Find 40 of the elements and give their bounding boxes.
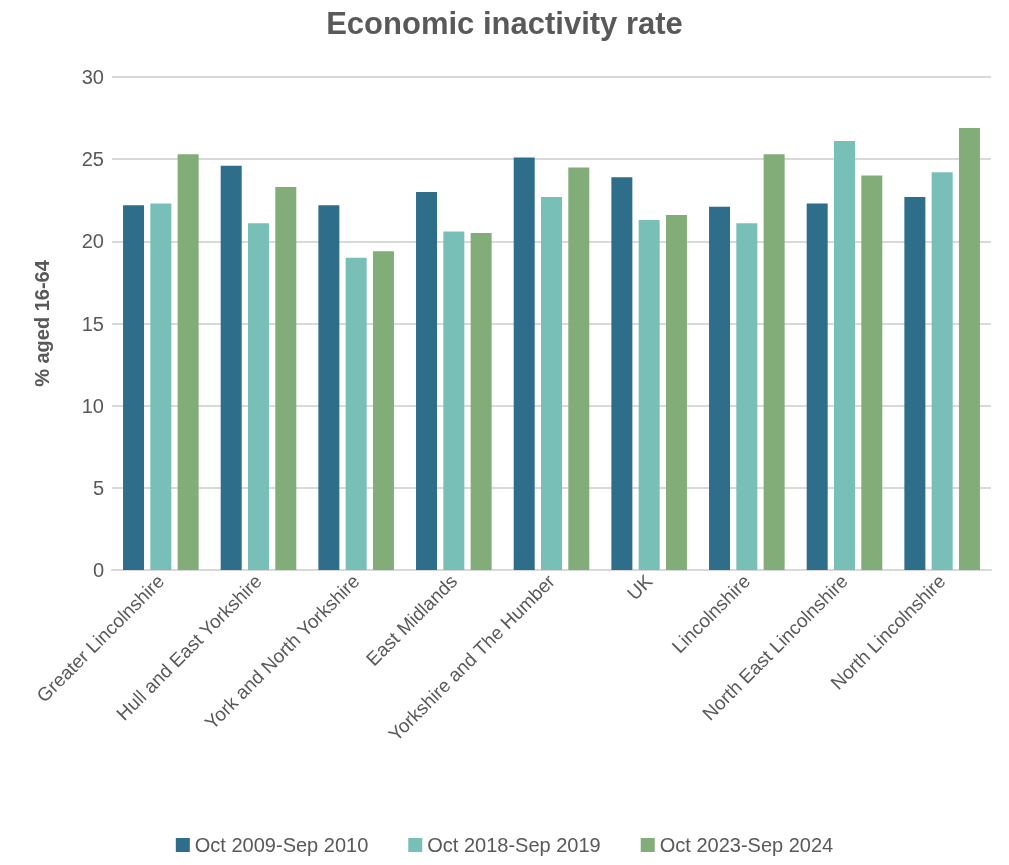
y-tick-label: 15 bbox=[81, 312, 104, 335]
bar bbox=[372, 251, 394, 570]
bar bbox=[345, 257, 367, 570]
legend-label: Oct 2009-Sep 2010 bbox=[194, 834, 369, 856]
bar bbox=[150, 203, 172, 570]
bar bbox=[318, 205, 340, 570]
bar bbox=[513, 157, 535, 570]
y-tick-label: 0 bbox=[92, 559, 104, 581]
bar bbox=[665, 215, 687, 570]
legend-label: Oct 2018-Sep 2019 bbox=[427, 834, 601, 856]
chart-title: Economic inactivity rate bbox=[326, 6, 683, 41]
legend-label: Oct 2023-Sep 2024 bbox=[659, 834, 834, 856]
bar bbox=[834, 141, 855, 570]
bar bbox=[861, 175, 883, 570]
bar bbox=[806, 203, 828, 570]
y-tick-label: 25 bbox=[81, 148, 104, 171]
y-tick-label: 20 bbox=[81, 230, 104, 253]
bar bbox=[763, 154, 785, 570]
bar bbox=[611, 177, 633, 570]
bar bbox=[275, 187, 297, 570]
y-tick-label: 5 bbox=[92, 476, 104, 499]
y-axis-title: % aged 16-64 bbox=[31, 259, 53, 387]
bar bbox=[443, 231, 465, 570]
bar bbox=[470, 233, 492, 570]
bar bbox=[177, 154, 199, 570]
bar bbox=[736, 223, 758, 570]
bar bbox=[416, 192, 438, 570]
bar bbox=[568, 167, 590, 570]
bar bbox=[931, 172, 953, 570]
bar bbox=[248, 223, 269, 570]
bar bbox=[220, 165, 242, 570]
y-tick-label: 10 bbox=[81, 394, 104, 417]
bar bbox=[709, 206, 731, 570]
bar bbox=[638, 219, 660, 570]
bar bbox=[904, 196, 926, 570]
x-tick-label: UK bbox=[623, 570, 657, 605]
bar bbox=[541, 196, 562, 570]
y-tick-label: 30 bbox=[81, 66, 104, 88]
bar bbox=[958, 127, 980, 570]
bar bbox=[123, 205, 145, 570]
